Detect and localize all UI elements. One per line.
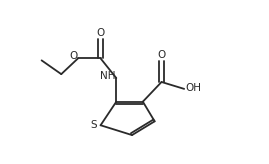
Text: S: S bbox=[90, 120, 97, 130]
Text: O: O bbox=[157, 51, 166, 61]
Text: O: O bbox=[97, 28, 105, 38]
Text: O: O bbox=[69, 51, 77, 62]
Text: NH: NH bbox=[100, 71, 115, 81]
Text: OH: OH bbox=[185, 83, 201, 93]
